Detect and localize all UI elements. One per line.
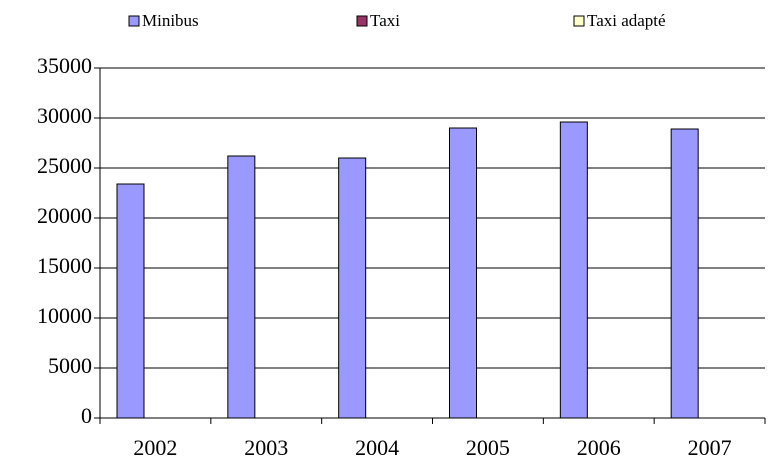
y-tick-label: 5000: [48, 353, 92, 378]
bar: [227, 155, 256, 419]
legend-swatch: [128, 15, 140, 27]
y-tick-label: 25000: [37, 153, 92, 178]
bar: [338, 157, 367, 419]
x-tick-label: 2006: [577, 435, 621, 460]
legend-label: Taxi: [370, 11, 400, 30]
y-tick-label: 20000: [37, 203, 92, 228]
x-tick-label: 2005: [466, 435, 510, 460]
legend-label: Minibus: [142, 11, 199, 30]
bar: [559, 121, 588, 419]
y-tick-label: 0: [81, 403, 92, 428]
x-tick-label: 2004: [355, 435, 399, 460]
legend-swatch: [356, 15, 368, 27]
bar: [116, 183, 145, 419]
y-tick-label: 15000: [37, 253, 92, 278]
bar: [670, 128, 699, 419]
legend-label: Taxi adapté: [587, 11, 666, 30]
y-tick-label: 30000: [37, 103, 92, 128]
legend-swatch: [573, 15, 585, 27]
x-tick-label: 2002: [133, 435, 177, 460]
bar: [449, 127, 477, 419]
y-tick-label: 35000: [37, 53, 92, 78]
x-tick-label: 2007: [688, 435, 732, 460]
y-tick-label: 10000: [37, 303, 92, 328]
x-tick-label: 2003: [244, 435, 288, 460]
